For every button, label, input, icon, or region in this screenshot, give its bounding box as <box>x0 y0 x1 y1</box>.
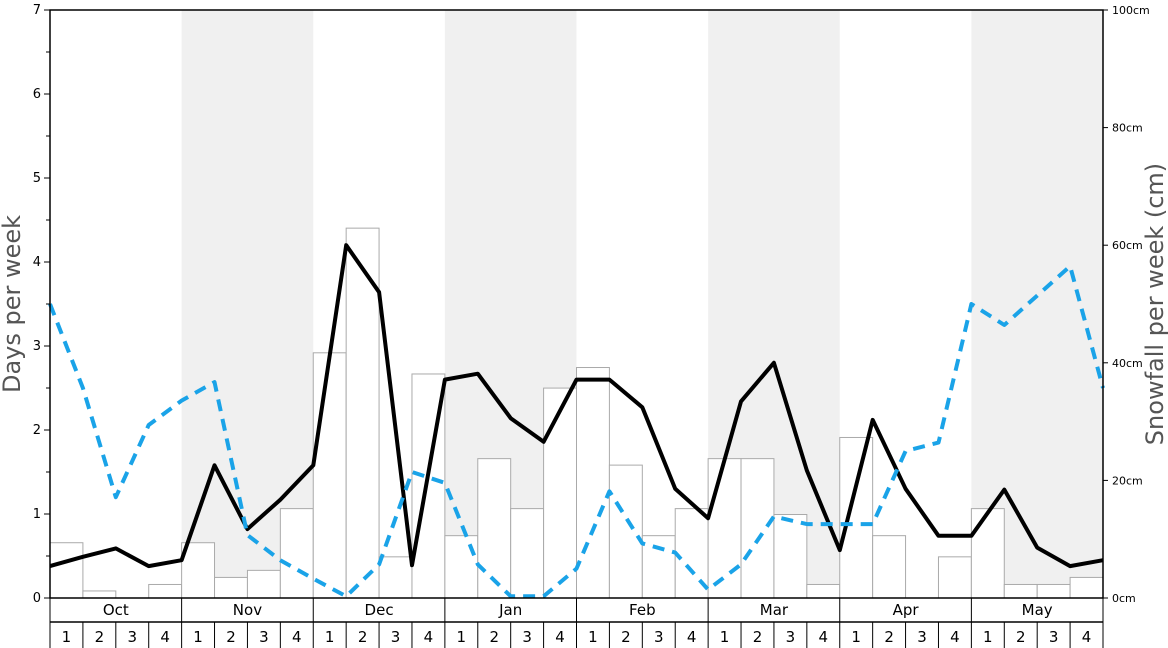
week-label: 1 <box>325 628 335 646</box>
snowfall-bar <box>510 508 545 599</box>
snowfall-bar <box>707 458 742 599</box>
snowfall-bars <box>49 227 1104 599</box>
week-axis: 1 2 3 4 1 2 3 4 1 2 3 4 1 2 3 4 1 2 3 4 1 2 3 4 1 2 3 4 1 2 3 4 <box>62 622 1092 648</box>
right-y-axis: 0cm 20cm 40cm 60cm 80cm 100cm <box>1103 4 1150 605</box>
month-label-oct: Oct <box>103 601 129 619</box>
snowfall-bar <box>214 576 248 599</box>
week-label: 3 <box>522 628 532 646</box>
snowfall-bar <box>246 569 281 599</box>
snowfall-bar <box>49 542 84 599</box>
week-label: 3 <box>259 628 269 646</box>
snowfall-bar <box>1003 583 1038 599</box>
snowfall-bar <box>82 590 117 599</box>
week-label: 1 <box>588 628 598 646</box>
month-label-apr: Apr <box>893 601 920 619</box>
week-label: 3 <box>127 628 137 646</box>
right-tick-label: 80cm <box>1112 122 1143 135</box>
snowfall-bar <box>641 535 676 599</box>
left-tick-label: 1 <box>33 507 41 522</box>
week-label: 3 <box>917 628 927 646</box>
left-tick-label: 5 <box>33 171 41 186</box>
month-label-dec: Dec <box>365 601 394 619</box>
solid-line <box>49 243 1104 569</box>
month-label-jan: Jan <box>498 601 522 619</box>
right-tick-label: 0cm <box>1112 592 1136 605</box>
snowfall-bar <box>148 583 183 599</box>
month-label-may: May <box>1022 601 1053 619</box>
snowfall-bar <box>806 583 841 599</box>
week-label: 1 <box>193 628 203 646</box>
week-label: 3 <box>654 628 664 646</box>
right-tick-label: 20cm <box>1112 474 1143 487</box>
week-label: 4 <box>160 628 170 646</box>
snowfall-bar <box>576 367 610 599</box>
snowfall-bar <box>444 535 479 599</box>
left-y-axis: 0 1 2 3 4 5 6 7 <box>33 3 50 606</box>
left-tick-label: 6 <box>33 87 41 102</box>
week-label: 4 <box>292 628 302 646</box>
week-label: 3 <box>786 628 796 646</box>
week-label: 2 <box>621 628 631 646</box>
month-label-mar: Mar <box>760 601 789 619</box>
snowfall-bar <box>608 464 643 599</box>
snowfall-bar <box>872 535 907 599</box>
snowfall-bar <box>477 458 512 599</box>
left-tick-label: 0 <box>33 591 41 606</box>
data-lines <box>48 243 1105 599</box>
week-label: 1 <box>62 628 72 646</box>
week-label: 2 <box>884 628 894 646</box>
left-tick-label: 4 <box>33 255 41 270</box>
week-label: 4 <box>687 628 697 646</box>
right-tick-label: 60cm <box>1112 239 1143 252</box>
week-label: 2 <box>226 628 236 646</box>
week-label: 2 <box>753 628 763 646</box>
snowfall-bar <box>181 542 216 599</box>
week-label: 1 <box>983 628 993 646</box>
week-label: 4 <box>950 628 960 646</box>
snowfall-bar <box>543 387 577 599</box>
left-tick-label: 2 <box>33 423 41 438</box>
month-shading <box>181 10 1103 598</box>
snowfall-bar <box>1069 576 1104 599</box>
week-label: 4 <box>555 628 565 646</box>
week-label: 1 <box>851 628 861 646</box>
week-label: 4 <box>424 628 434 646</box>
snowfall-bar <box>312 352 347 599</box>
snowfall-bar <box>970 508 1005 599</box>
week-label: 2 <box>95 628 105 646</box>
snowfall-bar <box>937 556 972 599</box>
snowfall-bar <box>279 508 314 599</box>
right-axis-title: Snowfall per week (cm) <box>1141 163 1168 445</box>
left-axis-title: Days per week <box>0 215 26 393</box>
dashed-line <box>48 264 1105 599</box>
week-label: 1 <box>720 628 730 646</box>
week-label: 4 <box>819 628 829 646</box>
snowfall-bar <box>839 436 874 599</box>
week-label: 3 <box>391 628 401 646</box>
left-tick-label: 3 <box>33 339 41 354</box>
week-label: 3 <box>1049 628 1059 646</box>
week-label: 2 <box>358 628 368 646</box>
week-label: 2 <box>489 628 499 646</box>
snowfall-bar <box>345 227 380 599</box>
right-tick-label: 40cm <box>1112 357 1143 370</box>
snowfall-bar <box>773 514 808 599</box>
snowfall-bar <box>378 556 413 599</box>
week-label: 4 <box>1082 628 1092 646</box>
right-tick-label: 100cm <box>1112 4 1150 17</box>
week-label: 1 <box>457 628 467 646</box>
snowfall-bar <box>740 458 775 599</box>
left-tick-label: 7 <box>33 3 41 18</box>
snowfall-bar <box>1036 583 1071 599</box>
month-shade-may <box>971 10 1103 598</box>
month-axis: Oct Nov Dec Jan Feb Mar Apr May <box>49 598 1104 648</box>
month-label-feb: Feb <box>629 601 656 619</box>
month-label-nov: Nov <box>233 601 262 619</box>
week-label: 2 <box>1016 628 1026 646</box>
